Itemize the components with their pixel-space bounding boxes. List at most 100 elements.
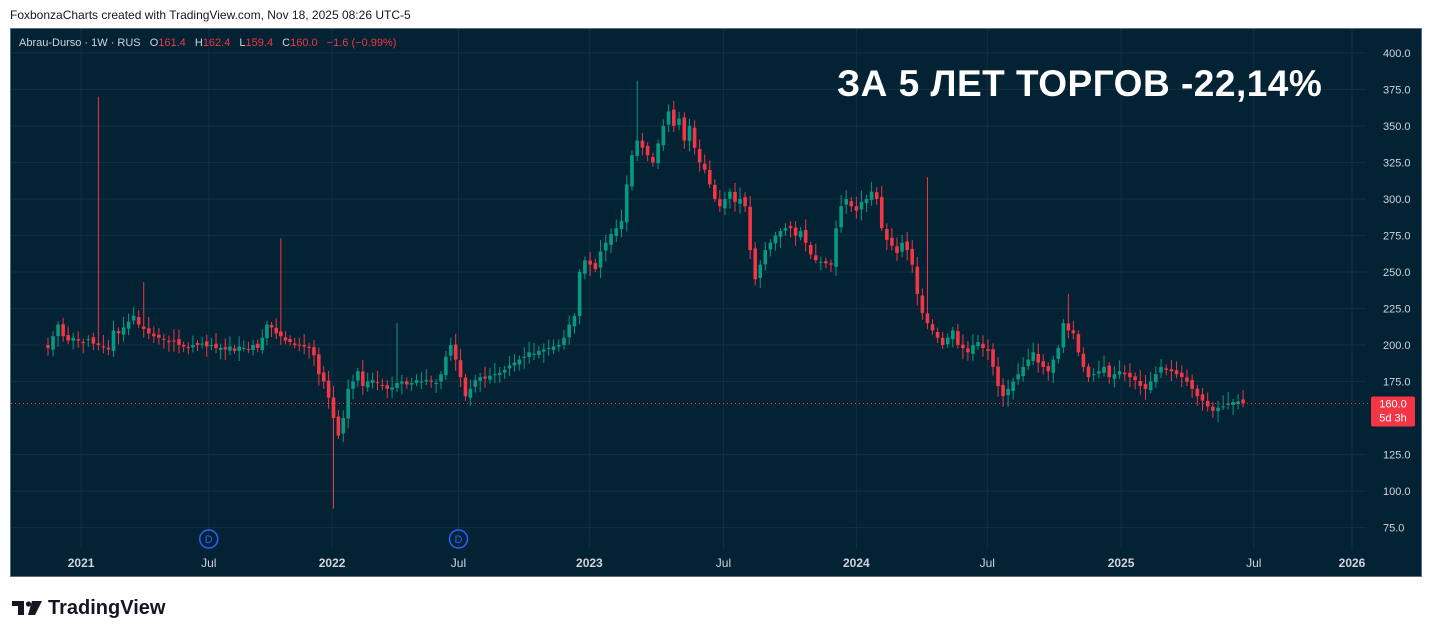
candle bbox=[321, 365, 326, 389]
y-tick-label: 350.0 bbox=[1383, 121, 1411, 133]
y-tick-label: 325.0 bbox=[1383, 157, 1411, 169]
candle bbox=[844, 190, 849, 214]
candle bbox=[824, 257, 828, 269]
candle bbox=[241, 340, 246, 352]
candle bbox=[458, 348, 463, 388]
candle bbox=[390, 376, 394, 398]
candle bbox=[292, 337, 297, 349]
candle bbox=[793, 221, 798, 246]
close-value: 160.0 bbox=[290, 37, 318, 49]
symbol-name[interactable]: Abrau-Durso · 1W · RUS bbox=[19, 37, 141, 49]
candle bbox=[517, 355, 522, 371]
candle bbox=[976, 334, 980, 350]
candle bbox=[788, 221, 793, 238]
candle bbox=[1174, 361, 1179, 379]
dividend-marker-icon[interactable]: D bbox=[448, 529, 469, 549]
candle bbox=[1236, 394, 1240, 410]
candle bbox=[121, 316, 126, 342]
candle bbox=[1185, 369, 1189, 387]
x-tick-label: Jul bbox=[1246, 556, 1261, 570]
candle bbox=[181, 341, 186, 353]
candle bbox=[351, 374, 355, 400]
x-tick-label: Jul bbox=[451, 556, 466, 570]
candle bbox=[204, 334, 209, 358]
y-tick-label: 200.0 bbox=[1383, 340, 1411, 352]
candle bbox=[572, 312, 577, 334]
candle bbox=[598, 239, 603, 278]
candle bbox=[1216, 400, 1220, 423]
y-tick-label: 125.0 bbox=[1383, 450, 1411, 462]
candle bbox=[46, 337, 50, 356]
candle bbox=[483, 366, 487, 388]
candle bbox=[1231, 398, 1235, 415]
candle bbox=[473, 374, 478, 393]
candle bbox=[260, 329, 265, 354]
candle bbox=[1241, 389, 1245, 408]
open-value: 161.4 bbox=[158, 37, 186, 49]
x-tick-label: 2026 bbox=[1339, 556, 1366, 570]
candle bbox=[773, 231, 778, 251]
candle bbox=[1016, 362, 1020, 385]
y-tick-label: 275.0 bbox=[1383, 230, 1411, 242]
candle bbox=[562, 329, 566, 350]
candle bbox=[419, 372, 424, 389]
candle bbox=[1122, 365, 1127, 381]
candle bbox=[783, 223, 788, 236]
candle bbox=[400, 374, 404, 395]
candle bbox=[375, 370, 380, 391]
candle bbox=[439, 371, 443, 390]
candle bbox=[905, 231, 909, 261]
candle bbox=[713, 179, 717, 202]
close-label: C bbox=[282, 37, 291, 49]
candle bbox=[1195, 384, 1200, 406]
candle bbox=[1107, 361, 1112, 384]
candle bbox=[246, 341, 251, 353]
chart-headline: ЗА 5 ЛЕТ ТОРГОВ -22,14% bbox=[837, 63, 1323, 104]
candle bbox=[910, 240, 915, 273]
candle bbox=[141, 282, 146, 338]
candle bbox=[1001, 378, 1005, 407]
candle bbox=[829, 259, 833, 272]
candle bbox=[326, 370, 331, 409]
candle bbox=[1159, 359, 1163, 379]
candle bbox=[1041, 354, 1046, 375]
candle bbox=[614, 219, 619, 243]
dividend-marker-icon[interactable]: D bbox=[199, 529, 219, 549]
x-tick-label: 2024 bbox=[843, 556, 870, 570]
candle bbox=[269, 321, 274, 338]
candle bbox=[859, 190, 864, 221]
candle bbox=[101, 334, 106, 354]
x-tick-label: Jul bbox=[201, 556, 216, 570]
tradingview-footer[interactable]: TradingView bbox=[12, 597, 165, 619]
candle bbox=[567, 315, 571, 345]
chart-pane[interactable]: 400.0 375.0 350.0 325.0 300.0 275.0 250.0 225.0… bbox=[10, 28, 1422, 577]
candle bbox=[966, 341, 970, 361]
candle bbox=[1036, 343, 1041, 373]
candle bbox=[930, 319, 935, 335]
candle bbox=[274, 318, 278, 340]
candle bbox=[537, 345, 541, 359]
candle bbox=[1011, 377, 1015, 400]
high-label: H bbox=[194, 37, 203, 49]
candle bbox=[152, 326, 156, 344]
candle bbox=[1133, 372, 1137, 390]
candle bbox=[370, 372, 375, 389]
candle bbox=[71, 332, 75, 350]
candle bbox=[341, 410, 346, 443]
candle bbox=[385, 380, 390, 399]
candle bbox=[297, 337, 302, 352]
svg-text:D: D bbox=[454, 534, 462, 546]
candle bbox=[885, 223, 889, 251]
candle bbox=[146, 317, 151, 340]
candle bbox=[692, 120, 697, 155]
candle bbox=[1169, 360, 1174, 382]
candle bbox=[488, 367, 492, 384]
candlestick-chart[interactable]: 400.0 375.0 350.0 325.0 300.0 275.0 250.0 225.0… bbox=[11, 29, 1422, 577]
candle bbox=[111, 320, 116, 357]
candle bbox=[66, 326, 70, 345]
x-tick-label: 2023 bbox=[576, 556, 603, 570]
x-tick-label: Jul bbox=[980, 556, 995, 570]
candle bbox=[687, 118, 692, 152]
candle bbox=[76, 331, 81, 348]
candle bbox=[940, 331, 945, 349]
